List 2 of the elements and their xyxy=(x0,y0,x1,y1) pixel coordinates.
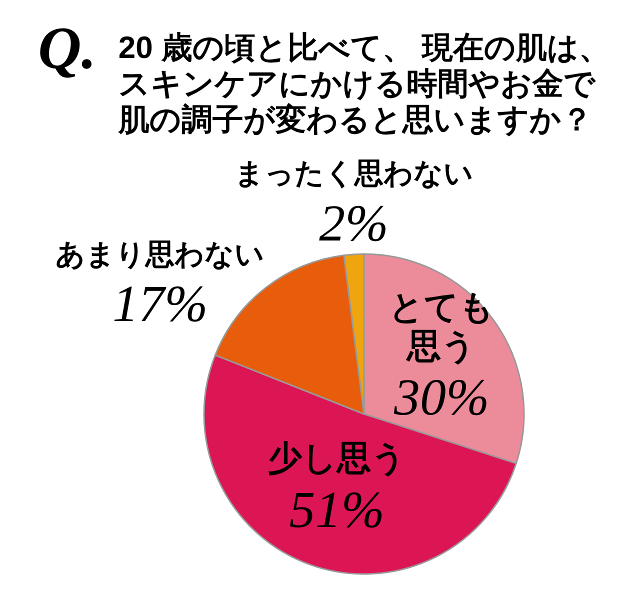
annotation: Q. xyxy=(38,15,96,81)
title: 20 歳の頃と比べて、 現在の肌は、スキンケアにかける時間やお金で肌の調子が変わると思いますか？ xyxy=(118,30,610,137)
